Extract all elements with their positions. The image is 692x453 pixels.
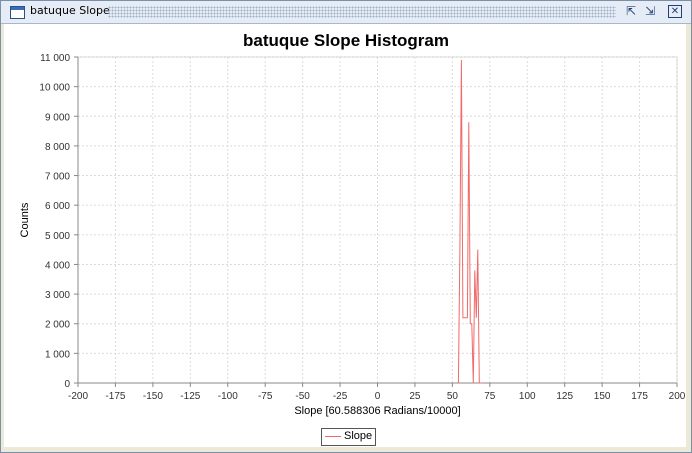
x-tick-label: -125 [180,391,200,402]
y-tick-label: 9 000 [45,112,70,123]
y-tick-label: 7 000 [45,172,70,183]
y-axis-label: Counts [19,202,31,237]
x-tick-label: 125 [556,391,573,402]
x-tick-label: 100 [519,391,536,402]
y-tick-label: 5 000 [45,231,70,242]
y-tick-label: 10 000 [39,83,70,94]
x-tick-label: 0 [375,391,381,402]
y-tick-label: 6 000 [45,201,70,212]
series-line-slope [457,59,483,384]
x-tick-label: -100 [218,391,238,402]
minimize-button[interactable]: ⇱ [625,4,637,18]
window-icon [10,6,25,19]
y-tick-label: 8 000 [45,142,70,153]
title-bar[interactable]: batuque Slope ⇱ ⇲ ✕ [1,1,691,24]
x-tick-label: 25 [409,391,421,402]
x-tick-label: -200 [68,391,88,402]
y-tick-label: 3 000 [45,290,70,301]
x-tick-label: -150 [143,391,163,402]
y-tick-label: 4 000 [45,260,70,271]
x-tick-label: 175 [631,391,648,402]
title-bar-grip[interactable] [108,6,616,18]
chart-legend: Slope [321,428,377,446]
x-tick-label: 200 [669,391,686,402]
x-tick-label: 50 [447,391,459,402]
x-tick-label: -175 [105,391,125,402]
legend-swatch-slope [325,435,341,437]
chart-title: batuque Slope Histogram [243,31,449,50]
x-tick-label: 150 [594,391,611,402]
x-tick-label: 75 [484,391,496,402]
y-tick-label: 2 000 [45,320,70,331]
legend-label-slope: Slope [344,430,373,442]
maximize-button[interactable]: ⇲ [644,4,656,18]
close-button[interactable]: ✕ [668,5,682,18]
x-tick-label: -75 [258,391,273,402]
y-tick-label: 11 000 [40,53,70,64]
window-title: batuque Slope [30,4,110,17]
x-axis-label: Slope [60.588306 Radians/10000] [294,405,460,417]
x-tick-label: -50 [295,391,310,402]
plot-area [77,56,678,384]
x-tick-label: -25 [333,391,348,402]
y-tick-label: 1 000 [45,349,70,360]
y-tick-label: 0 [64,379,70,390]
